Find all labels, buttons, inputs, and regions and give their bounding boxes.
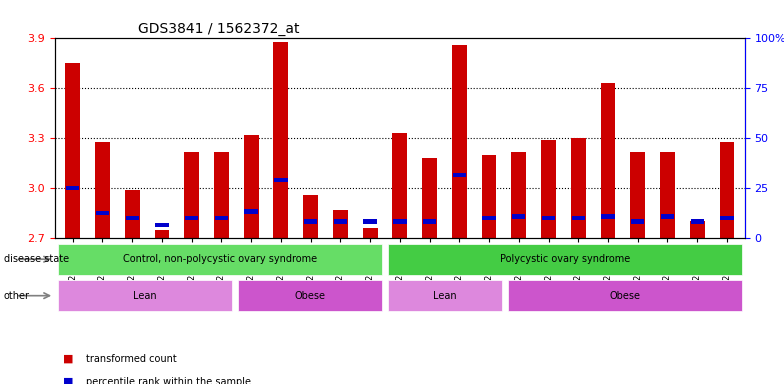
Bar (481, 155, 496, 238)
Bar (601, 83, 615, 238)
Bar (125, 216, 139, 220)
Bar (154, 230, 169, 238)
Bar (95, 142, 110, 238)
Bar (155, 223, 169, 227)
Bar (720, 216, 734, 220)
Text: Obese: Obese (294, 291, 325, 301)
Bar (244, 135, 259, 238)
Bar (571, 138, 586, 238)
Text: Polycystic ovary syndrome: Polycystic ovary syndrome (499, 254, 630, 264)
Bar (661, 214, 674, 218)
Bar (303, 195, 318, 238)
Text: Lean: Lean (433, 291, 456, 301)
Bar (125, 190, 140, 238)
Bar (542, 216, 555, 220)
Bar (184, 152, 199, 238)
Bar (65, 63, 80, 238)
Bar (334, 219, 347, 223)
FancyBboxPatch shape (508, 280, 742, 311)
Text: disease state: disease state (4, 254, 69, 264)
FancyBboxPatch shape (388, 244, 742, 275)
Bar (572, 216, 585, 220)
Text: GDS3841 / 1562372_at: GDS3841 / 1562372_at (138, 22, 299, 36)
Bar (482, 216, 495, 220)
Bar (452, 45, 466, 238)
FancyBboxPatch shape (58, 244, 382, 275)
Bar (274, 178, 288, 182)
Bar (720, 142, 735, 238)
FancyBboxPatch shape (58, 280, 232, 311)
Text: Lean: Lean (133, 291, 157, 301)
Bar (423, 219, 436, 223)
Bar (690, 222, 705, 238)
Bar (541, 140, 556, 238)
Bar (630, 152, 645, 238)
FancyBboxPatch shape (238, 280, 382, 311)
Bar (214, 152, 229, 238)
Bar (66, 186, 79, 190)
Bar (660, 152, 675, 238)
Bar (452, 173, 466, 177)
Text: ■: ■ (63, 354, 73, 364)
Text: percentile rank within the sample: percentile rank within the sample (86, 377, 251, 384)
Bar (96, 211, 109, 215)
Bar (363, 228, 378, 238)
Bar (691, 219, 704, 223)
Text: transformed count: transformed count (86, 354, 177, 364)
Text: other: other (4, 291, 30, 301)
Bar (393, 219, 407, 223)
Bar (215, 216, 228, 220)
Text: Obese: Obese (609, 291, 641, 301)
Bar (245, 209, 258, 214)
Bar (601, 214, 615, 218)
Bar (422, 158, 437, 238)
Bar (304, 219, 318, 223)
Bar (511, 152, 526, 238)
FancyBboxPatch shape (388, 280, 502, 311)
Bar (185, 216, 198, 220)
Text: ■: ■ (63, 377, 73, 384)
Bar (512, 214, 525, 218)
Bar (274, 42, 289, 238)
Bar (333, 210, 348, 238)
Bar (631, 219, 644, 223)
Text: Control, non-polycystic ovary syndrome: Control, non-polycystic ovary syndrome (123, 254, 317, 264)
Bar (364, 219, 377, 223)
Bar (393, 133, 407, 238)
